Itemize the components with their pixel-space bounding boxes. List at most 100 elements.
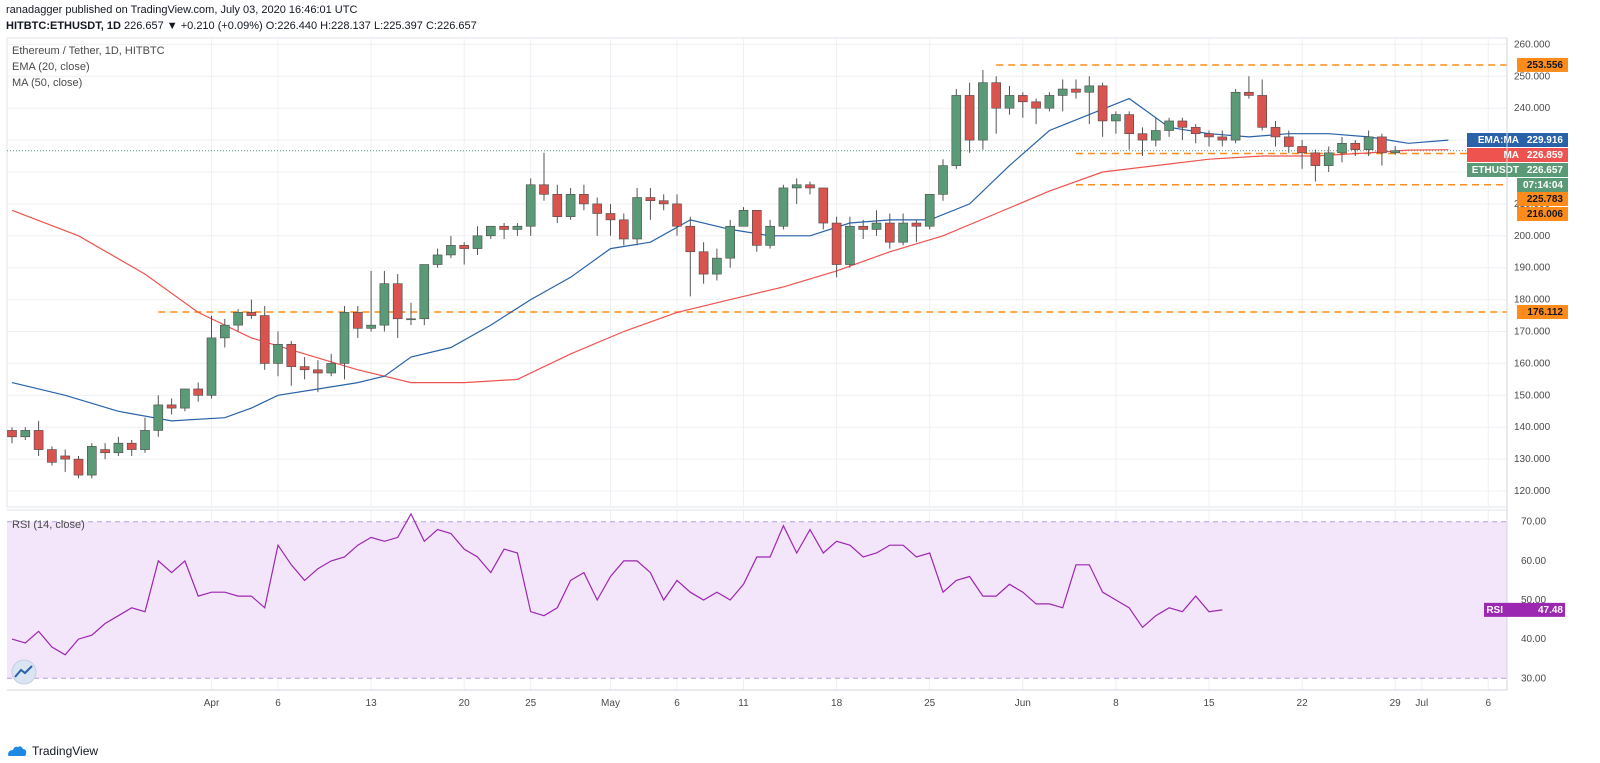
- candle-body: [1164, 120, 1174, 131]
- rsi-band: [7, 521, 1507, 679]
- candle-body: [924, 194, 935, 227]
- candle-body: [366, 324, 376, 329]
- candle-body: [579, 194, 589, 205]
- candle-body: [911, 222, 922, 227]
- candle-body: [73, 458, 84, 476]
- candle-body: [126, 442, 137, 450]
- candle-body: [778, 187, 789, 227]
- candle-body: [898, 222, 908, 243]
- candle-body: [1390, 150, 1400, 154]
- candle-body: [818, 187, 829, 224]
- time-tick-label: 15: [1203, 698, 1215, 709]
- axis-tag-value: 07:14:04: [1523, 180, 1563, 191]
- axis-tag-label: ETHUSDT: [1472, 165, 1519, 176]
- legend-rsi[interactable]: RSI (14, close): [12, 519, 85, 531]
- rsi-tick-label: 60.00: [1521, 556, 1546, 567]
- candle-body: [618, 219, 629, 240]
- time-tick-label: Jul: [1415, 698, 1428, 709]
- time-tick-label: 22: [1297, 698, 1309, 709]
- time-tick-label: 25: [924, 698, 936, 709]
- legend-title[interactable]: Ethereum / Tether, 1D, HITBTC: [12, 45, 165, 57]
- candle-body: [1337, 142, 1347, 154]
- tradingview-badge-icon[interactable]: [11, 659, 37, 685]
- time-tick-label: 8: [1113, 698, 1119, 709]
- candle-body: [100, 449, 110, 454]
- candle-body: [87, 446, 97, 476]
- candle-body: [658, 200, 669, 205]
- axis-tag-value: 253.556: [1527, 60, 1564, 71]
- rsi-current-value: 47.48: [1538, 605, 1563, 616]
- candle-body: [1284, 136, 1294, 147]
- candle-body: [525, 184, 536, 227]
- axis-tag: [1517, 207, 1568, 221]
- price-tick-label: 250.000: [1514, 71, 1551, 82]
- axis-tag-label: EMA:MA: [1478, 135, 1519, 146]
- candle-body: [432, 254, 443, 265]
- candle-body: [1084, 85, 1095, 93]
- axis-tag: [1517, 57, 1568, 72]
- candle-body: [113, 442, 124, 454]
- candle-body: [552, 194, 563, 217]
- time-tick-label: 13: [366, 698, 378, 709]
- ohlc-readout: 226.657 ▼ +0.210 (+0.09%) O:226.440 H:22…: [123, 20, 477, 32]
- candle-body: [1323, 152, 1334, 166]
- price-tick-label: 260.000: [1514, 39, 1551, 50]
- candle-body: [791, 184, 802, 189]
- candle-body: [472, 235, 483, 249]
- time-tick-label: 25: [525, 698, 537, 709]
- candle-body: [1111, 114, 1121, 122]
- candle-body: [286, 343, 297, 367]
- candle-body: [352, 312, 363, 329]
- candle-body: [313, 369, 323, 374]
- candle-body: [991, 82, 1002, 109]
- candle-body: [698, 251, 709, 275]
- legend-ema[interactable]: EMA (20, close): [12, 61, 90, 73]
- candle-body: [339, 312, 350, 364]
- rsi-axis[interactable]: 30.00 40.00 50.00 60.00 70.00 RSI 47.48: [1484, 517, 1565, 685]
- candle-body: [379, 283, 390, 326]
- axis-tag-value: 226.657: [1527, 165, 1564, 176]
- price-tick-label: 180.000: [1514, 295, 1551, 306]
- candle-body: [193, 388, 203, 396]
- axis-tag: [1517, 192, 1568, 206]
- candle-body: [725, 225, 736, 259]
- candle-body: [1004, 95, 1015, 109]
- time-axis[interactable]: Apr 6 13 20 25 May 6 11 18 25 Jun 8 15 22 29 Jul 6: [7, 689, 1507, 709]
- axis-tag: [1517, 305, 1568, 320]
- candle-body: [20, 430, 31, 438]
- candle-body: [459, 245, 470, 249]
- candle-body: [233, 312, 243, 326]
- candle-body: [712, 257, 722, 275]
- candle-body: [392, 283, 403, 320]
- symbol-label[interactable]: HITBTC:ETHUSDT, 1D: [6, 20, 121, 32]
- legend-ma[interactable]: MA (50, close): [12, 77, 82, 89]
- tradingview-cloud-icon: [8, 746, 27, 756]
- candle-body: [1257, 95, 1267, 128]
- candle-body: [978, 82, 988, 141]
- price-axis[interactable]: 120.000 130.000 140.000 150.000 160.000 170.0…: [1467, 38, 1568, 690]
- candle-body: [605, 213, 616, 221]
- candle-body: [1151, 130, 1161, 141]
- price-tick-label: 140.000: [1514, 422, 1551, 433]
- candle-body: [751, 209, 762, 246]
- tradingview-logo[interactable]: TradingView: [6, 744, 98, 758]
- candle-body: [1017, 95, 1028, 103]
- candle-body: [33, 430, 44, 450]
- chart-header: ranadagger published on TradingView.com,…: [6, 2, 477, 34]
- candle-body: [1190, 127, 1201, 135]
- price-candles: [7, 69, 1400, 479]
- time-tick-label: 6: [275, 698, 281, 709]
- price-tick-label: 190.000: [1514, 263, 1551, 274]
- price-grid: [6, 37, 1508, 508]
- candle-body: [951, 95, 962, 166]
- candle-body: [60, 455, 71, 460]
- candle-body: [1204, 133, 1214, 138]
- time-tick-label: Apr: [204, 698, 220, 709]
- candle-body: [1071, 88, 1081, 93]
- candle-body: [632, 197, 642, 240]
- axis-tag-value: 225.783: [1527, 194, 1564, 205]
- price-tick-label: 170.000: [1514, 327, 1551, 338]
- rsi-line: [11, 512, 1223, 656]
- time-tick-label: 11: [738, 698, 749, 709]
